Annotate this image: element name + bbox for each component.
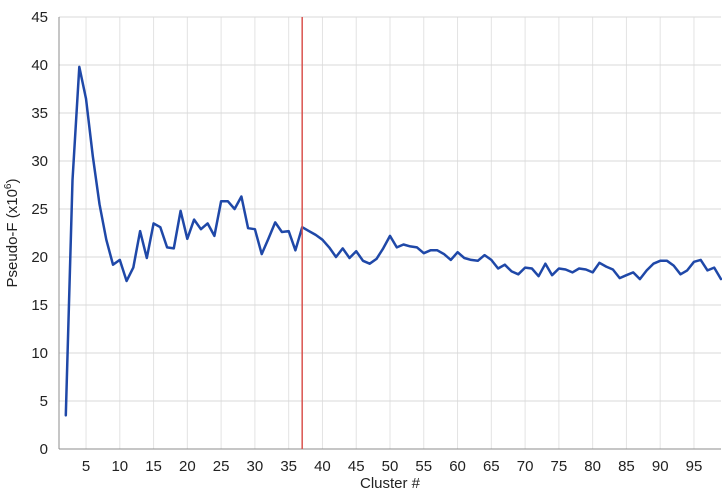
y-tick-label: 15 — [31, 297, 48, 314]
y-tick-label: 45 — [31, 9, 48, 26]
x-axis-title: Cluster # — [360, 475, 421, 492]
y-tick-label: 35 — [31, 105, 48, 122]
x-tick-label: 85 — [618, 458, 635, 475]
y-tick-labels: 0 5 10 15 20 25 30 35 40 45 — [31, 9, 48, 458]
x-tick-label: 45 — [348, 458, 365, 475]
x-tick-label: 25 — [213, 458, 230, 475]
x-tick-label: 40 — [314, 458, 331, 475]
x-tick-label: 55 — [415, 458, 432, 475]
y-tick-label: 25 — [31, 201, 48, 218]
x-tick-label: 10 — [111, 458, 128, 475]
grid — [59, 16, 721, 449]
y-tick-label: 0 — [40, 441, 48, 458]
x-tick-label: 20 — [179, 458, 196, 475]
y-tick-label: 40 — [31, 57, 48, 74]
series-layer — [64, 65, 722, 417]
x-tick-label: 35 — [280, 458, 297, 475]
y-axis-title-main: Pseudo-F (x10 — [4, 189, 21, 287]
x-tick-label: 15 — [145, 458, 162, 475]
x-tick-labels: 5 10 15 20 25 30 35 40 45 50 55 60 65 70 75 80 85 90 95 — [82, 458, 702, 475]
y-axis-title: Pseudo-F (x106) — [3, 179, 21, 288]
x-tick-label: 80 — [584, 458, 601, 475]
x-tick-label: 90 — [652, 458, 669, 475]
y-tick-label: 10 — [31, 345, 48, 362]
series-line-0 — [64, 65, 722, 417]
x-tick-label: 95 — [686, 458, 703, 475]
axes — [58, 17, 721, 450]
x-tick-label: 5 — [82, 458, 90, 475]
x-tick-label: 50 — [382, 458, 399, 475]
y-tick-label: 30 — [31, 153, 48, 170]
y-tick-label: 5 — [40, 393, 48, 410]
x-tick-label: 75 — [551, 458, 568, 475]
y-tick-label: 20 — [31, 249, 48, 266]
y-axis-title-superscript: 6 — [3, 183, 14, 189]
x-tick-label: 60 — [449, 458, 466, 475]
x-tick-label: 30 — [247, 458, 264, 475]
x-tick-label: 70 — [517, 458, 534, 475]
x-tick-label: 65 — [483, 458, 500, 475]
y-axis-title-suffix: ) — [4, 179, 21, 184]
